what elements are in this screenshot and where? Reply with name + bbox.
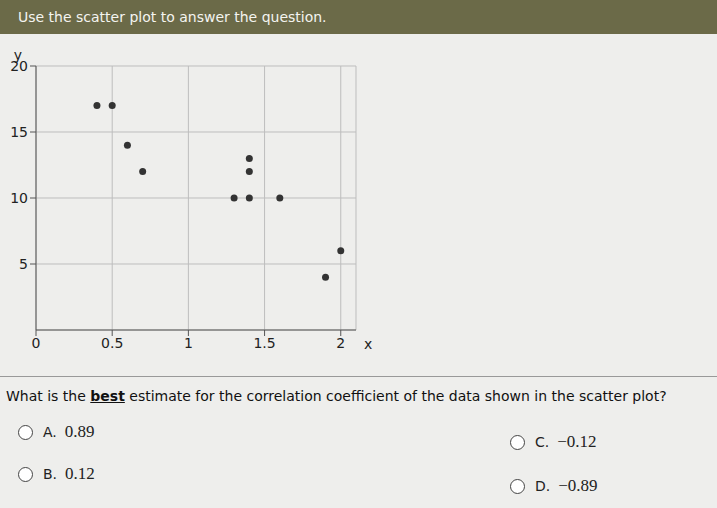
svg-text:x: x — [364, 336, 372, 352]
html-text:B.: B. — [43, 466, 58, 482]
svg-text:5: 5 — [19, 256, 28, 272]
html-text:0.12: 0.12 — [65, 464, 95, 483]
html-text:Use the scatter plot to answer: Use the scatter plot to answer the quest… — [18, 9, 327, 25]
html-text:−0.89: −0.89 — [558, 476, 598, 495]
svg-text:1.5: 1.5 — [253, 335, 275, 351]
html-text:C.: C. — [535, 434, 550, 450]
svg-text:y: y — [14, 47, 22, 63]
svg-text:2: 2 — [336, 335, 345, 351]
svg-text:15: 15 — [10, 124, 28, 140]
svg-text:0: 0 — [32, 335, 41, 351]
html-text:0.89: 0.89 — [64, 422, 95, 441]
html-text:What is the best estimate for: What is the best estimate for the correl… — [6, 388, 667, 404]
html-text:−0.12: −0.12 — [557, 432, 597, 451]
svg-text:0.5: 0.5 — [101, 335, 123, 351]
svg-text:1: 1 — [184, 335, 193, 351]
html-text:D.: D. — [535, 478, 551, 494]
svg-text:20: 20 — [10, 58, 28, 74]
svg-text:10: 10 — [10, 190, 28, 206]
html-text:A.: A. — [43, 424, 57, 440]
